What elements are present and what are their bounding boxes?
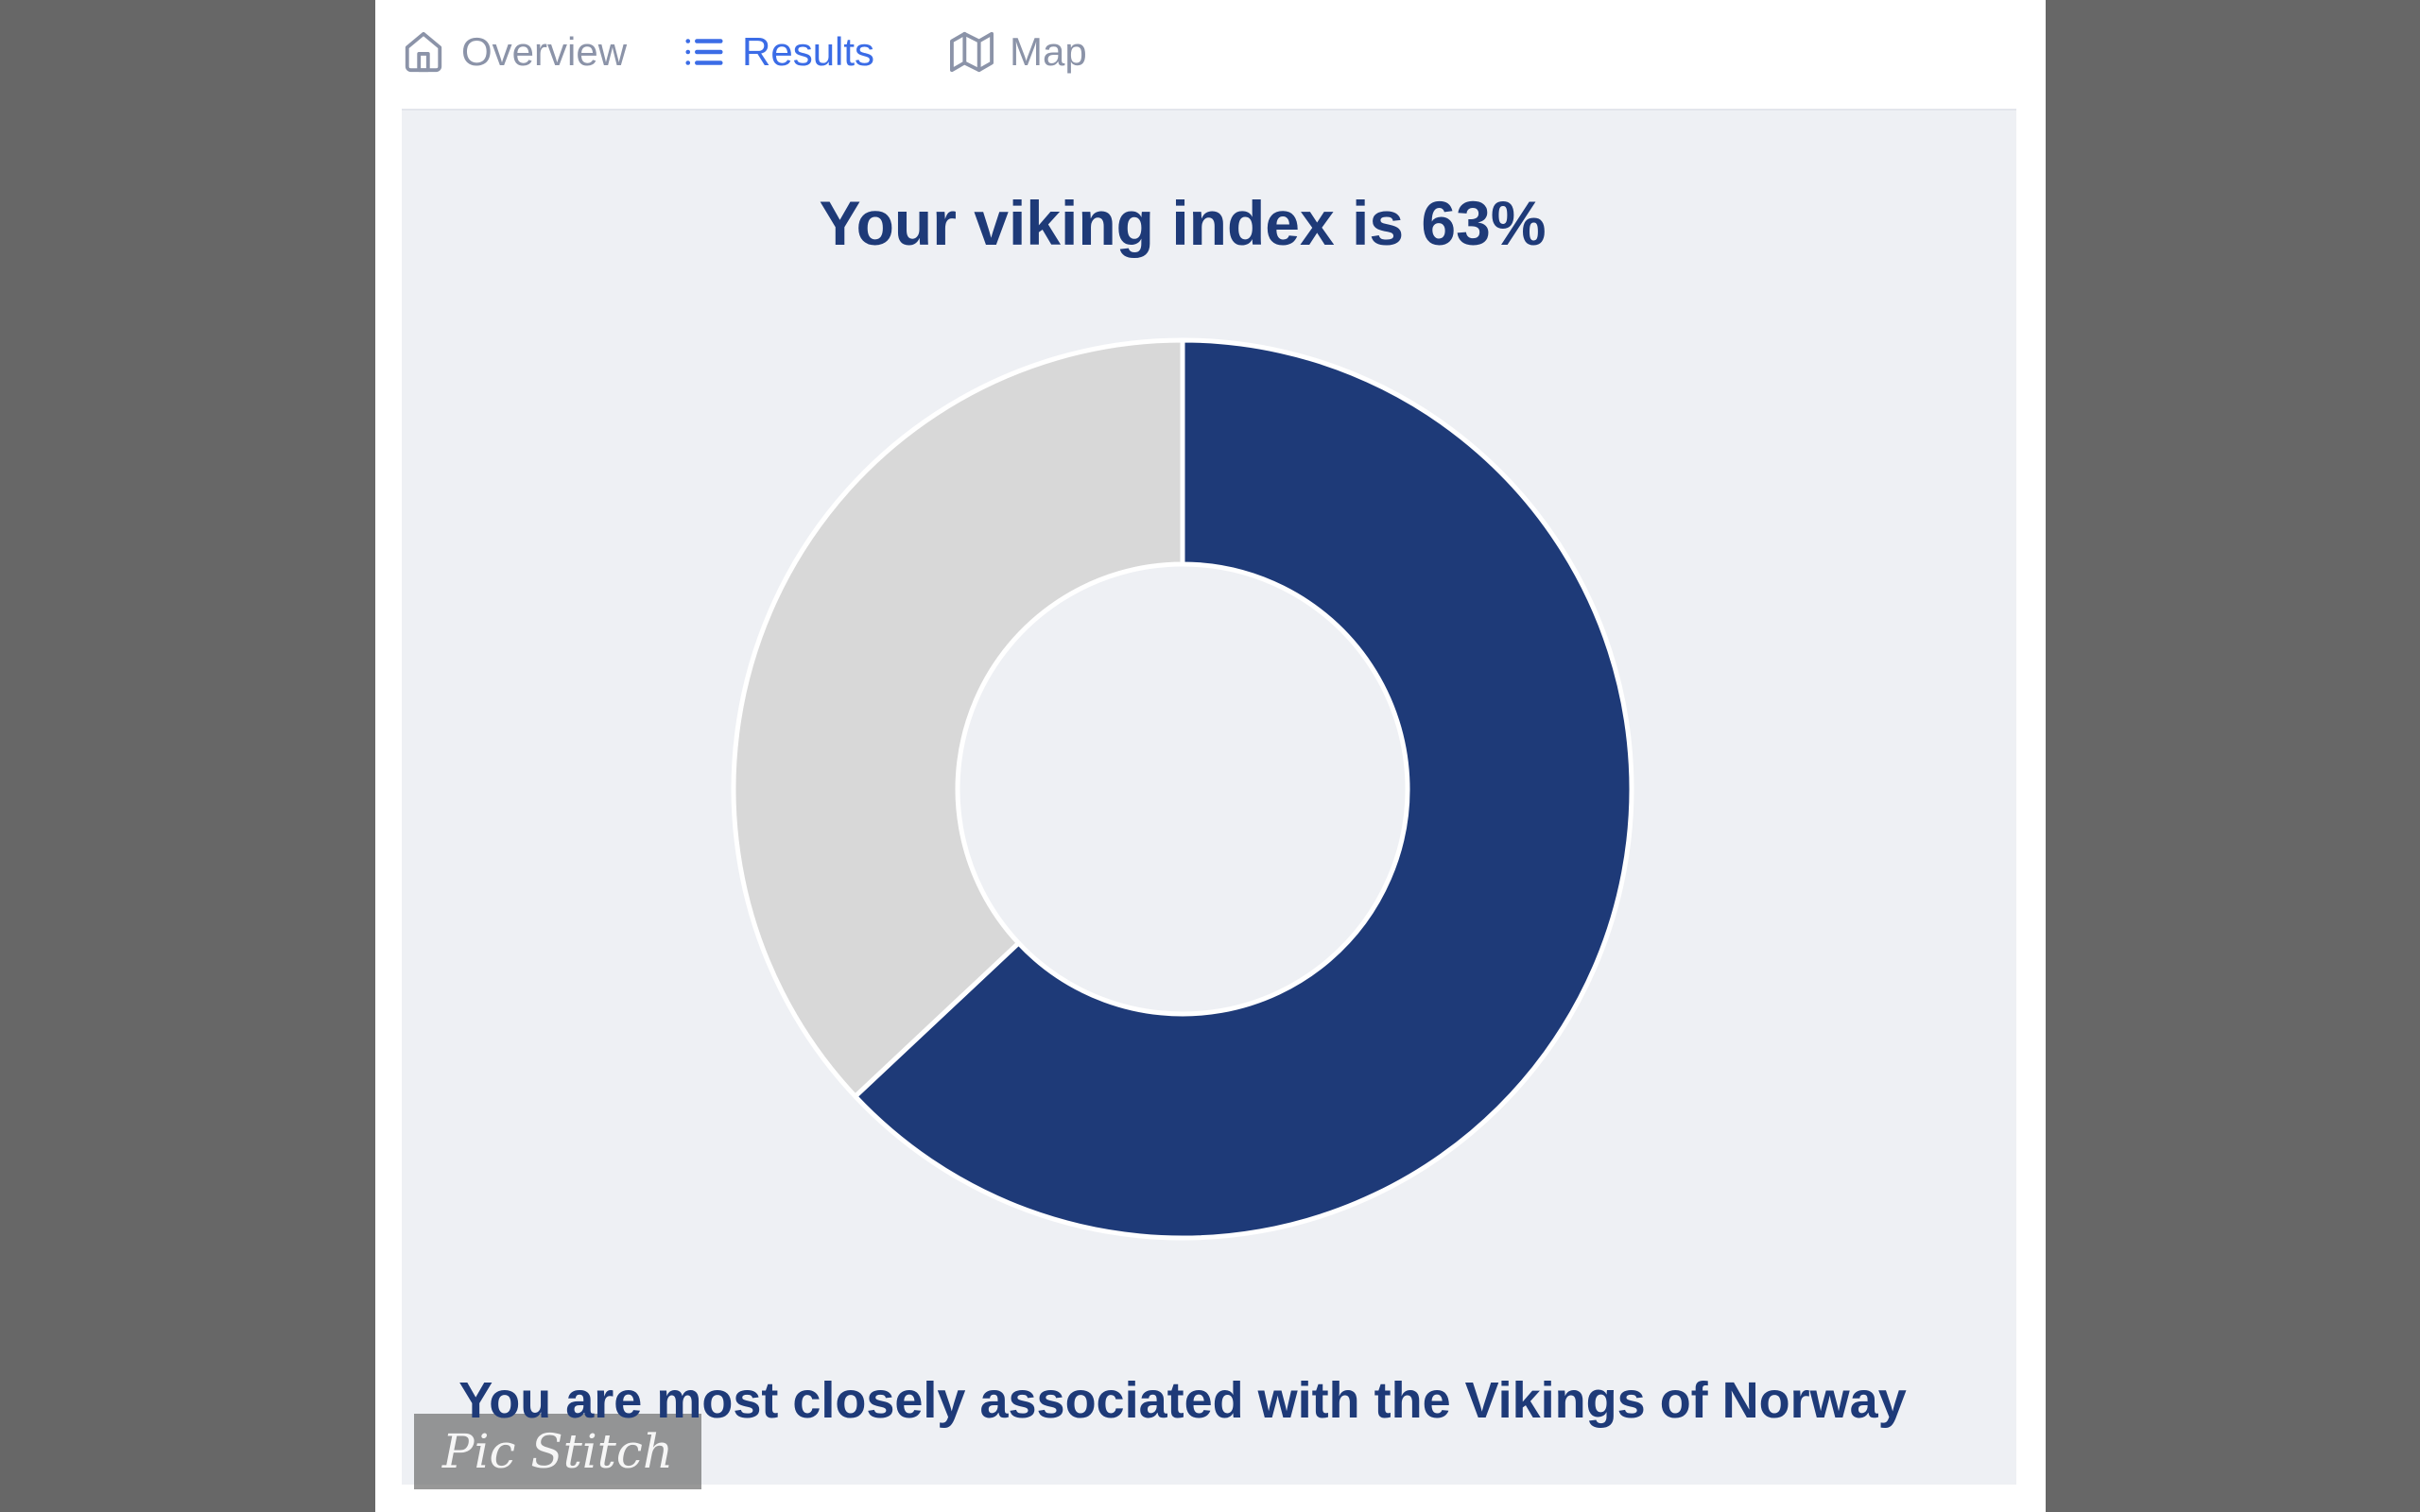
pic-stitch-watermark: Pic Stitch <box>414 1414 701 1489</box>
map-icon <box>950 30 994 74</box>
viking-index-title: Your viking index is 63% <box>819 188 1547 258</box>
donut-slice-viking_index <box>853 337 1634 1241</box>
content-area: Overview Results <box>375 0 2046 1512</box>
tab-bar: Overview Results <box>375 0 2046 109</box>
tab-map[interactable]: Map <box>950 23 1087 81</box>
viking-index-donut-chart <box>729 335 1636 1243</box>
tab-results-label: Results <box>742 29 875 74</box>
pic-stitch-watermark-label: Pic Stitch <box>441 1424 674 1479</box>
list-icon <box>683 30 726 74</box>
results-panel-inner: Your viking index is 63% You are most cl… <box>402 111 2016 1489</box>
letterbox-left <box>0 0 375 1512</box>
result-subtitle: You are most closely associated with the… <box>458 1372 1907 1430</box>
donut-svg <box>731 337 1634 1241</box>
letterbox-right <box>2046 0 2420 1512</box>
results-panel: Your viking index is 63% You are most cl… <box>402 109 2016 1489</box>
tab-map-label: Map <box>1010 29 1087 74</box>
home-icon <box>402 30 445 74</box>
tab-results[interactable]: Results <box>683 23 874 81</box>
donut-slice-remainder <box>731 337 1185 1099</box>
tab-overview[interactable]: Overview <box>402 23 627 81</box>
tab-overview-label: Overview <box>461 29 628 74</box>
